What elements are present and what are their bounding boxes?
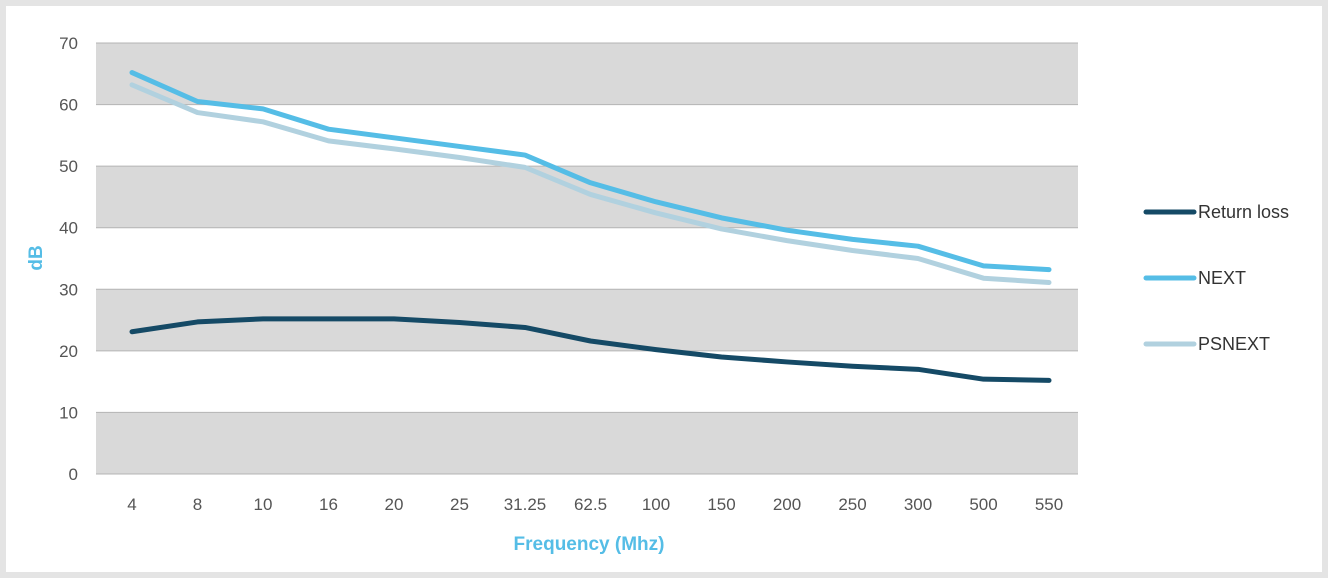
x-axis-title: Frequency (Mhz)	[514, 534, 665, 555]
x-tick-label: 20	[385, 495, 404, 514]
y-tick-label: 50	[59, 157, 78, 176]
x-tick-label: 62.5	[574, 495, 607, 514]
y-tick-label: 70	[59, 34, 78, 53]
chart-frame: 0 10 20 30 40 50 60 70 4 8 10 16 20 25 31.25 62.5 100 15…	[6, 6, 1322, 572]
legend-label: PSNEXT	[1198, 334, 1270, 354]
x-tick-label: 10	[254, 495, 273, 514]
x-tick-label: 4	[127, 495, 136, 514]
plot-band	[96, 43, 1078, 105]
x-tick-label: 500	[969, 495, 997, 514]
x-tick-label: 550	[1035, 495, 1063, 514]
plot-band	[96, 412, 1078, 474]
y-tick-label: 0	[69, 465, 78, 484]
y-axis-title: dB	[26, 245, 47, 270]
legend: Return loss NEXT PSNEXT	[1143, 202, 1289, 354]
x-tick-label: 16	[319, 495, 338, 514]
series-line-next	[129, 70, 1052, 273]
y-tick-label: 20	[59, 342, 78, 361]
legend-label: Return loss	[1198, 202, 1289, 222]
legend-label: NEXT	[1198, 268, 1246, 288]
plot-bands	[96, 43, 1078, 474]
x-tick-label: 150	[707, 495, 735, 514]
y-tick-label: 40	[59, 219, 78, 238]
series-line-return-loss	[129, 316, 1052, 383]
x-tick-labels: 4 8 10 16 20 25 31.25 62.5 100 150 200 250 300 500 550	[127, 495, 1063, 514]
series-line-psnext	[129, 82, 1052, 286]
y-tick-label: 10	[59, 403, 78, 422]
plot-band	[96, 166, 1078, 228]
line-chart: 0 10 20 30 40 50 60 70 4 8 10 16 20 25 31.25 62.5 100 15…	[26, 34, 1289, 555]
x-tick-label: 8	[193, 495, 202, 514]
x-tick-label: 25	[450, 495, 469, 514]
x-tick-label: 200	[773, 495, 801, 514]
x-tick-label: 300	[904, 495, 932, 514]
series-lines	[129, 70, 1052, 383]
y-tick-label: 60	[59, 96, 78, 115]
y-tick-label: 30	[59, 280, 78, 299]
y-tick-labels: 0 10 20 30 40 50 60 70	[59, 34, 78, 484]
x-tick-label: 100	[642, 495, 670, 514]
x-tick-label: 250	[838, 495, 866, 514]
x-tick-label: 31.25	[504, 495, 547, 514]
gridlines	[96, 42, 1078, 475]
